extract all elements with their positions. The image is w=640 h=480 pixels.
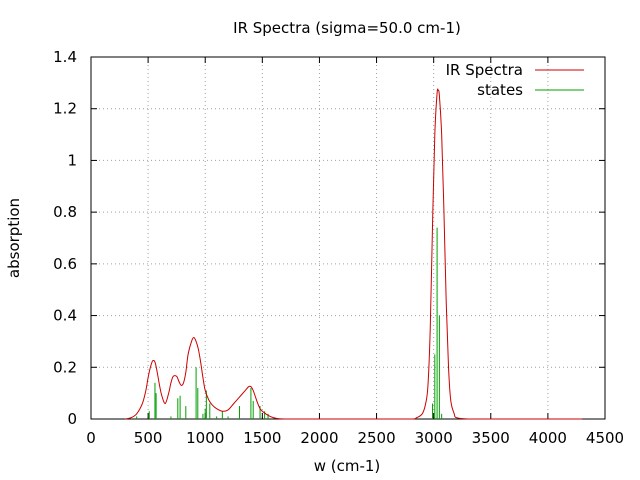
x-tick-label: 1500 (243, 429, 281, 447)
x-tick-label: 2500 (357, 429, 395, 447)
y-tick-label: 0.6 (53, 255, 77, 273)
y-tick-label: 1.2 (53, 100, 77, 118)
y-axis-label: absorption (5, 198, 23, 278)
legend-label-states: states (477, 81, 523, 99)
chart-title: IR Spectra (sigma=50.0 cm-1) (233, 19, 461, 37)
states-impulses (136, 227, 443, 419)
y-axis-ticks: 0 0.2 0.4 0.6 0.8 1 1.2 1.4 (53, 48, 605, 428)
y-tick-label: 0 (67, 410, 77, 428)
y-tick-label: 0.4 (53, 307, 77, 325)
ir-spectra-line (125, 88, 583, 420)
grid-lines (91, 57, 605, 419)
legend-label-ir-spectra: IR Spectra (446, 61, 523, 79)
x-tick-label: 1000 (186, 429, 224, 447)
x-tick-label: 0 (86, 429, 96, 447)
x-tick-label: 3500 (472, 429, 510, 447)
plot-frame (90, 56, 606, 420)
y-tick-label: 1.4 (53, 48, 77, 66)
x-axis-label: w (cm-1) (314, 457, 381, 475)
x-tick-label: 500 (134, 429, 163, 447)
x-tick-label: 2000 (300, 429, 338, 447)
x-tick-label: 4000 (529, 429, 567, 447)
legend: IR Spectra states (446, 61, 584, 99)
y-tick-label: 0.2 (53, 358, 77, 376)
y-tick-label: 1 (67, 151, 77, 169)
x-tick-label: 4500 (586, 429, 624, 447)
x-axis-ticks: 0 500 1000 1500 2000 2500 3000 3500 4000 4500 (86, 57, 624, 447)
x-tick-label: 3000 (415, 429, 453, 447)
y-tick-label: 0.8 (53, 203, 77, 221)
